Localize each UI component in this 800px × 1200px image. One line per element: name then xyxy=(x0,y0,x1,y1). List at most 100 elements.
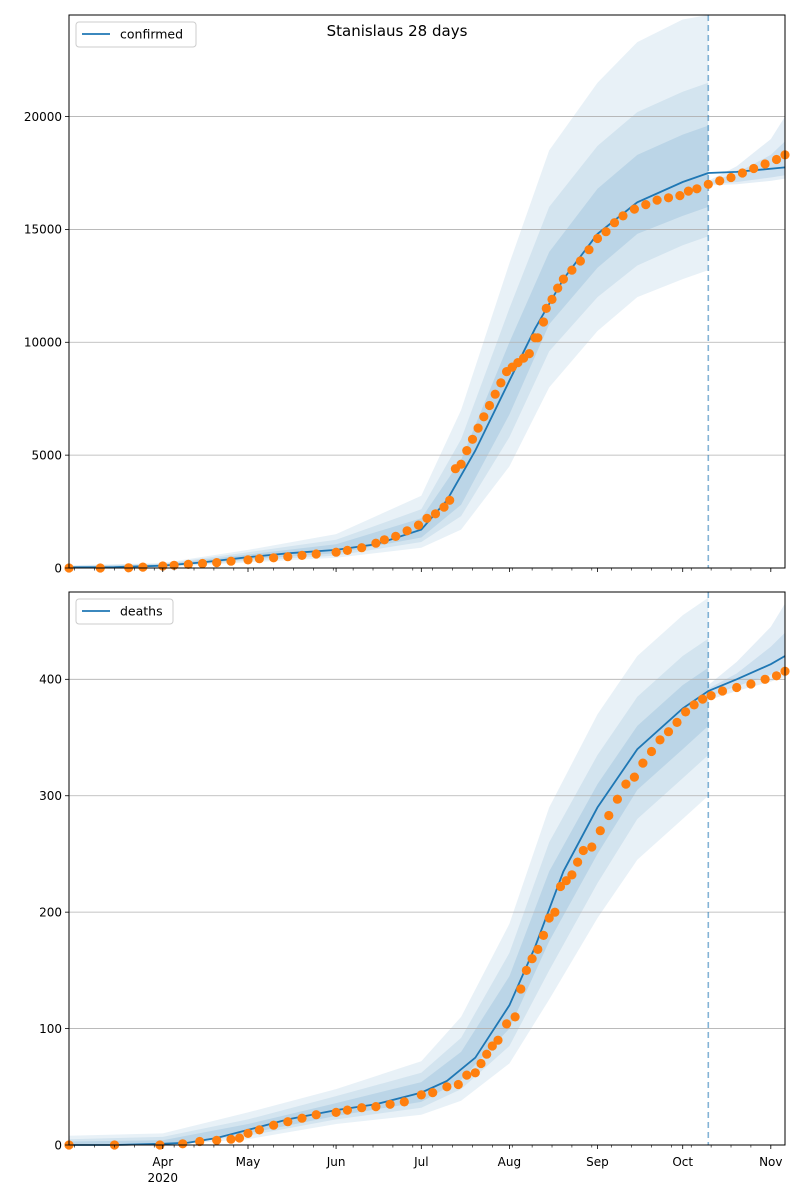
deaths-observed-point xyxy=(226,1134,236,1144)
confirmed-observed-point xyxy=(629,204,640,214)
deaths-observed-point xyxy=(476,1058,486,1069)
confirmed-observed-point xyxy=(496,378,506,388)
confirmed-observed-point xyxy=(567,265,577,275)
deaths-observed-point xyxy=(442,1082,452,1092)
confirmed-observed-point xyxy=(575,256,586,266)
deaths-observed-point xyxy=(269,1120,279,1130)
confirmed-observed-point xyxy=(413,520,424,530)
deaths-observed-point xyxy=(646,746,657,757)
confirmed-observed-point xyxy=(692,184,702,194)
confirmed-observed-point xyxy=(618,211,628,221)
confirmed-band-2 xyxy=(69,82,709,568)
confirmed-observed-point xyxy=(371,538,381,548)
deaths-observed-point xyxy=(561,876,571,886)
deaths-observed-point xyxy=(470,1068,480,1078)
confirmed-y-tick-label: 5000 xyxy=(31,448,62,462)
deaths-observed-point xyxy=(612,794,623,804)
deaths-uncertainty-bands xyxy=(69,597,785,1145)
deaths-panel: 0 100 200 300 400 Apr 2020 May Jun Jul Aug Sep Oct N… xyxy=(39,591,790,1185)
deaths-x-tick-label: Jul xyxy=(413,1155,428,1169)
deaths-observed-point xyxy=(760,674,770,684)
deaths-observed-point xyxy=(629,772,640,782)
confirmed-legend: confirmed xyxy=(75,21,197,48)
deaths-x-year-label: 2020 xyxy=(147,1171,178,1185)
deaths-observed-point xyxy=(453,1079,463,1090)
confirmed-observed-point xyxy=(254,554,264,564)
confirmed-observed-point xyxy=(584,245,594,255)
confirmed-y-tick-label: 10000 xyxy=(24,336,62,350)
deaths-observed-point xyxy=(243,1128,253,1138)
deaths-observed-point xyxy=(544,913,554,923)
deaths-band-2 xyxy=(69,638,709,1145)
chart-title: Stanislaus 28 days xyxy=(327,22,468,40)
confirmed-observed-point xyxy=(473,423,483,433)
deaths-legend: deaths xyxy=(75,598,174,625)
deaths-x-tick-label: May xyxy=(236,1155,261,1169)
deaths-forecast-band-2 xyxy=(708,632,785,697)
deaths-observed-point xyxy=(462,1070,472,1080)
confirmed-observed-point xyxy=(479,412,489,422)
confirmed-observed-point xyxy=(683,186,694,196)
confirmed-observed-point xyxy=(402,526,412,536)
confirmed-observed-point xyxy=(601,227,611,237)
confirmed-axes-frame xyxy=(68,14,786,569)
deaths-observed-point xyxy=(550,907,560,917)
deaths-observed-point xyxy=(573,857,583,867)
confirmed-observed-point xyxy=(484,400,495,411)
confirmed-y-tick-label: 20000 xyxy=(24,110,62,124)
confirmed-observed-point xyxy=(311,549,321,559)
deaths-observed-point xyxy=(706,691,716,701)
deaths-x-tick-label: Oct xyxy=(672,1155,693,1169)
confirmed-observed-point xyxy=(445,495,455,505)
confirmed-legend-label: confirmed xyxy=(120,27,183,42)
deaths-observed-point xyxy=(681,707,691,717)
deaths-observed-point xyxy=(510,1012,520,1022)
deaths-gridlines xyxy=(69,678,785,1029)
confirmed-observed-point xyxy=(541,303,551,313)
deaths-observed-point xyxy=(771,671,782,681)
deaths-observed-point xyxy=(638,758,648,768)
deaths-x-tick-label: Sep xyxy=(586,1155,609,1169)
confirmed-observed-point xyxy=(342,545,352,556)
deaths-band-1 xyxy=(69,597,709,1145)
deaths-observed-point xyxy=(482,1049,492,1059)
confirmed-observed-point xyxy=(652,195,662,205)
confirmed-observed-point xyxy=(737,168,748,178)
deaths-observed-point xyxy=(385,1099,395,1109)
confirmed-observed-point xyxy=(467,434,478,444)
deaths-observed-point xyxy=(567,870,577,880)
deaths-y-tick-label: 300 xyxy=(39,789,62,803)
confirmed-observed-point xyxy=(726,172,736,183)
deaths-legend-label: deaths xyxy=(120,604,163,619)
deaths-observed-point xyxy=(732,682,742,693)
deaths-observed-point xyxy=(428,1088,438,1098)
deaths-axes-frame xyxy=(68,591,786,1146)
confirmed-panel: 0 5000 10000 15000 20000 confirmed xyxy=(24,14,790,575)
deaths-observed-point xyxy=(527,954,537,964)
deaths-y-tick-label: 0 xyxy=(54,1138,62,1152)
confirmed-observed-point xyxy=(558,274,569,284)
confirmed-observed-point xyxy=(283,552,293,562)
deaths-observed-point xyxy=(587,842,597,852)
deaths-observed-point xyxy=(487,1041,497,1051)
deaths-x-tick-label: Nov xyxy=(759,1155,782,1169)
confirmed-observed-point xyxy=(553,283,563,293)
confirmed-observed-point xyxy=(422,513,432,523)
deaths-y-tick-label: 100 xyxy=(39,1022,62,1036)
deaths-observed-point xyxy=(698,694,708,704)
deaths-observed-point xyxy=(357,1103,367,1113)
deaths-y-axis: 0 100 200 300 400 xyxy=(39,673,69,1152)
deaths-observed-point xyxy=(212,1135,222,1145)
confirmed-observed-point xyxy=(212,558,222,568)
deaths-observed-point xyxy=(578,845,588,856)
confirmed-gridlines xyxy=(69,116,785,456)
deaths-observed-point xyxy=(342,1105,352,1115)
deaths-observed-point xyxy=(195,1136,205,1147)
deaths-observed-point xyxy=(555,881,566,892)
confirmed-observed-point xyxy=(439,502,449,512)
confirmed-observed-point xyxy=(592,233,603,244)
deaths-observed-point xyxy=(604,810,614,821)
deaths-observed-point xyxy=(621,779,631,789)
confirmed-observed-point xyxy=(547,294,557,304)
confirmed-observed-point xyxy=(749,163,759,174)
